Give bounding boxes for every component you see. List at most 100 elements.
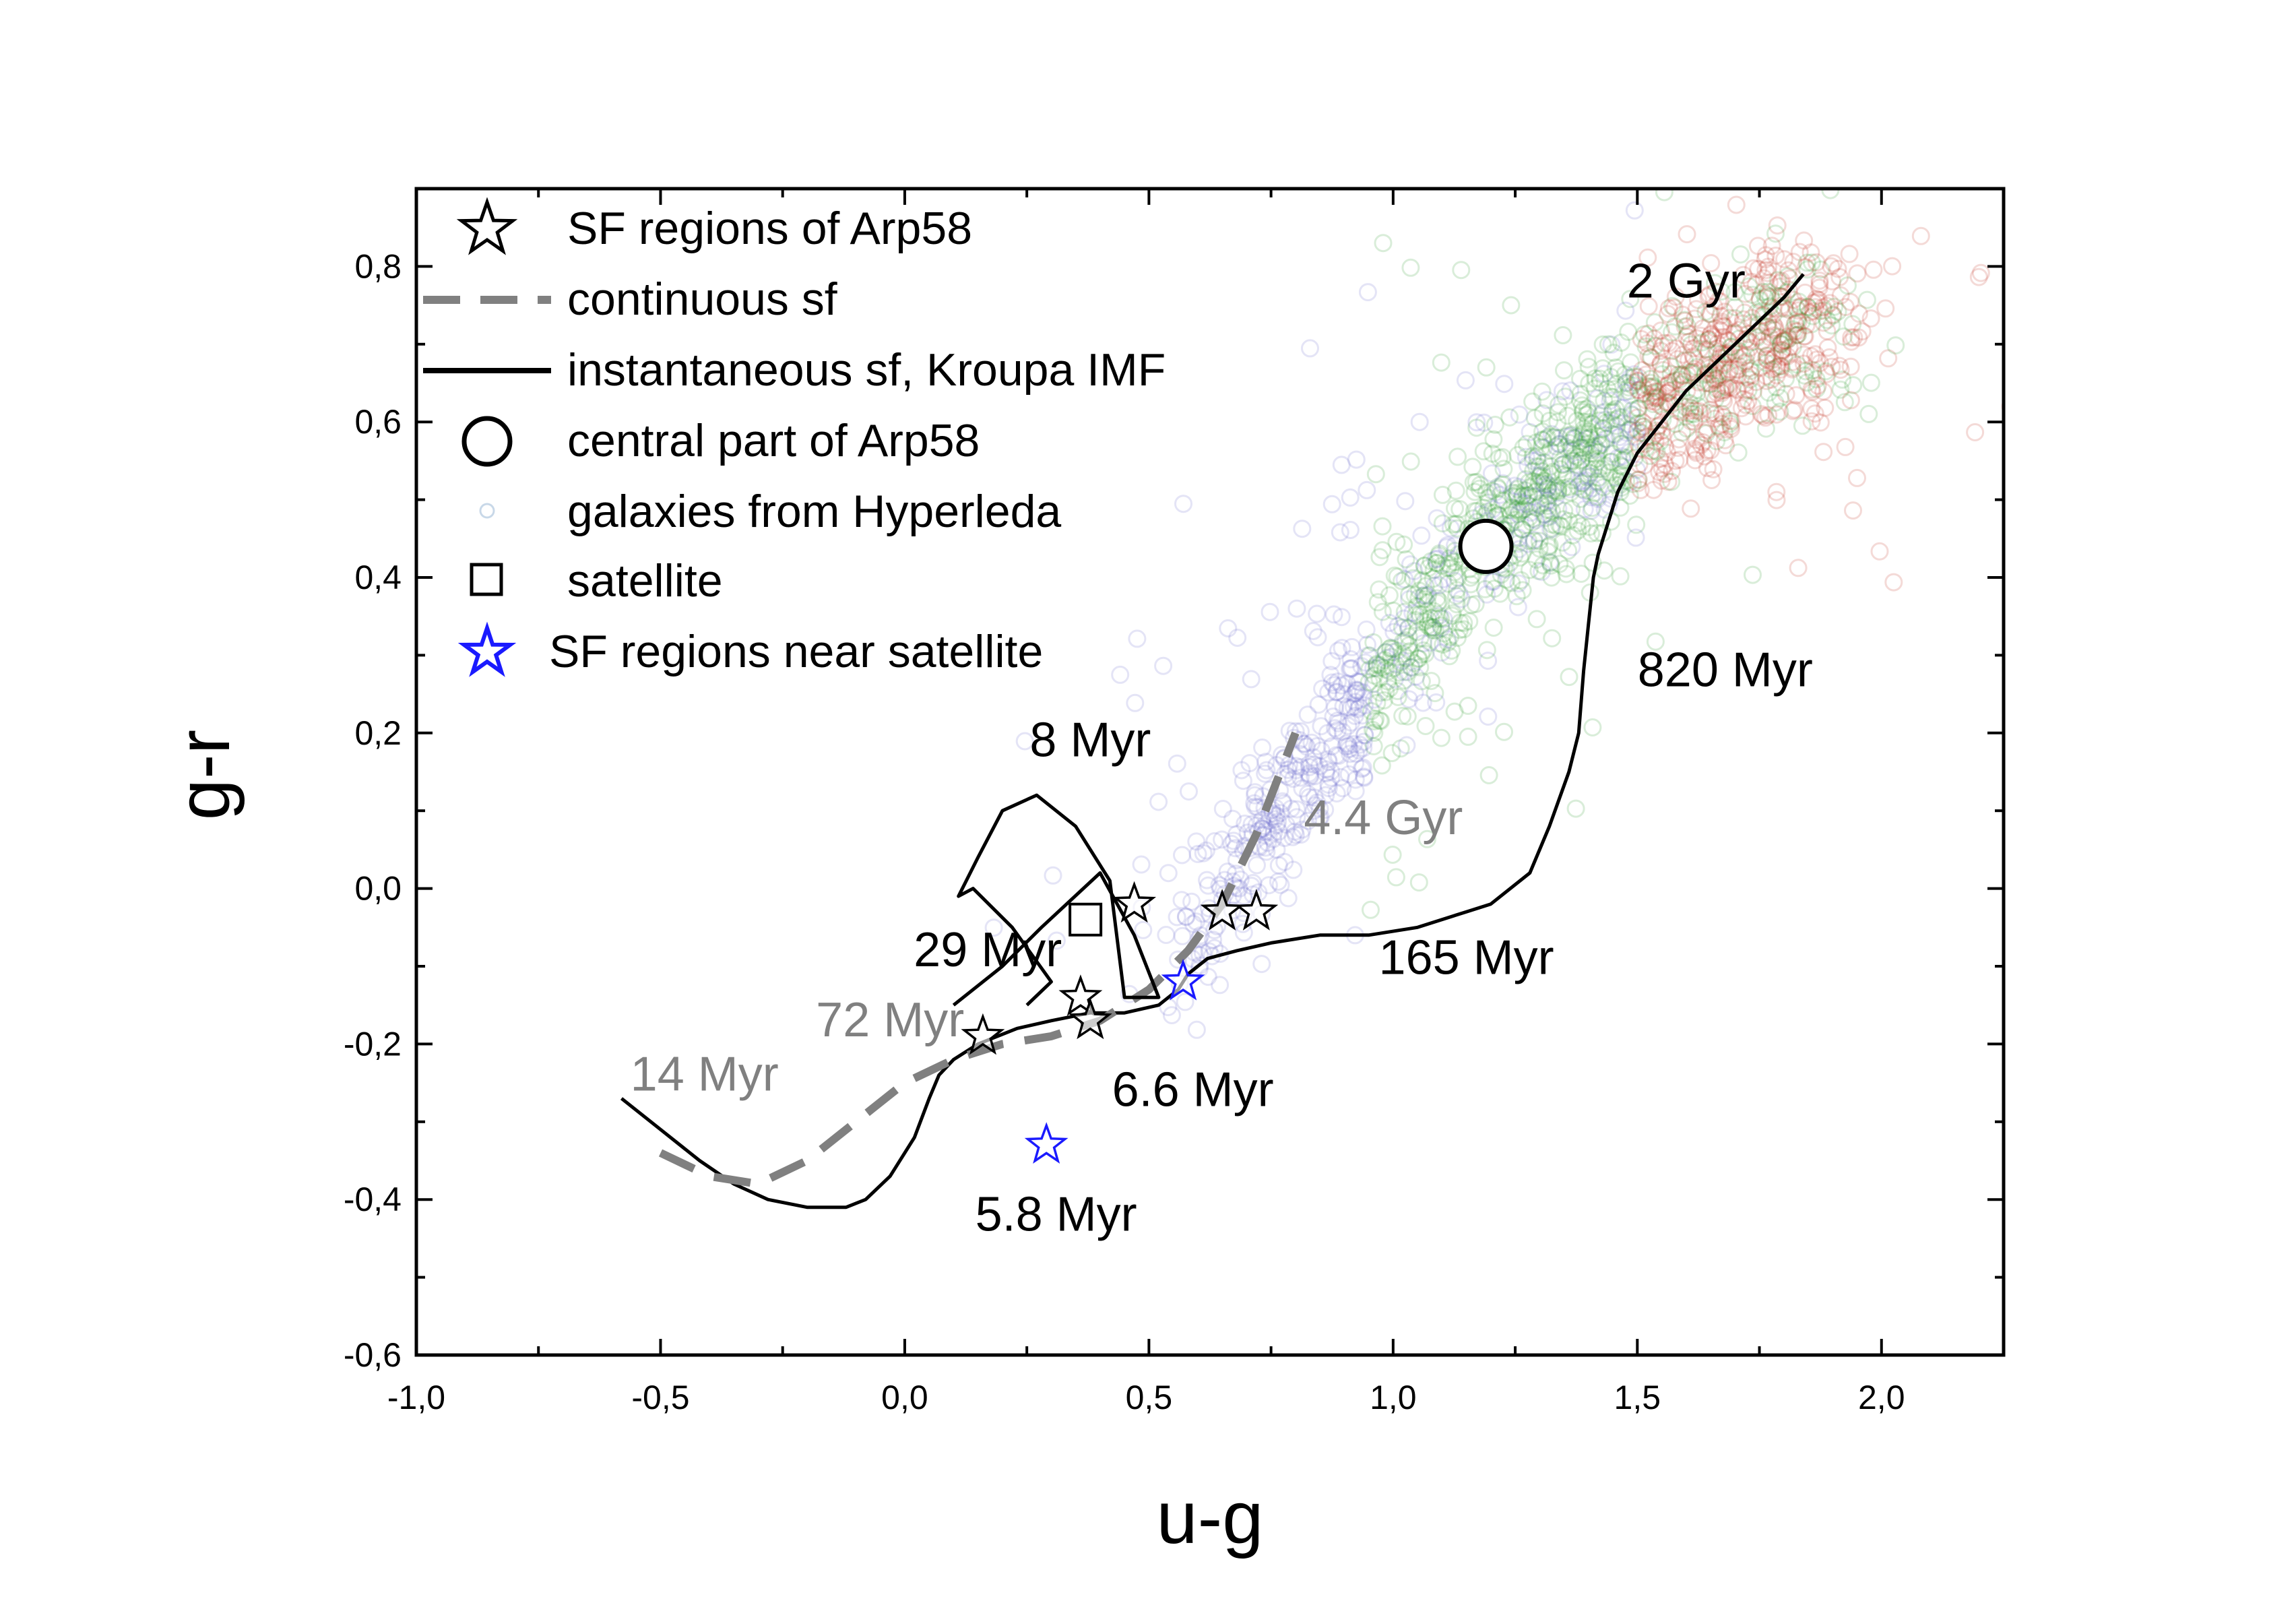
hyperleda-galaxy-point [1396, 631, 1415, 650]
hyperleda-galaxy-point [1771, 389, 1789, 407]
hyperleda-galaxy-point [1663, 462, 1682, 480]
hyperleda-galaxy-point [1430, 546, 1448, 565]
hyperleda-galaxy-point [1410, 412, 1429, 431]
hyperleda-galaxy-point [1687, 431, 1706, 449]
hyperleda-galaxy-point [1342, 713, 1361, 732]
hyperleda-galaxy-point [1759, 406, 1778, 425]
hyperleda-galaxy-point [1427, 693, 1446, 712]
hyperleda-galaxy-point [1527, 550, 1546, 569]
hyperleda-galaxy-point [1441, 627, 1460, 646]
hyperleda-galaxy-point [1419, 610, 1438, 629]
hyperleda-galaxy-point [1370, 580, 1389, 599]
x-tick-label: 0,5 [1126, 1379, 1173, 1416]
hyperleda-galaxy-point [1306, 767, 1324, 786]
hyperleda-galaxy-point [1670, 389, 1689, 408]
hyperleda-galaxy-point [1711, 307, 1730, 325]
hyperleda-galaxy-point [1651, 449, 1669, 468]
hyperleda-galaxy-point [1728, 381, 1747, 400]
hyperleda-galaxy-point [1694, 433, 1713, 451]
hyperleda-galaxy-point [1577, 405, 1596, 424]
hyperleda-galaxy-point [1804, 361, 1822, 380]
hyperleda-galaxy-point [1554, 326, 1572, 344]
hyperleda-galaxy-point [1267, 756, 1286, 774]
hyperleda-galaxy-point [1861, 309, 1880, 328]
hyperleda-galaxy-point [1561, 483, 1580, 502]
hyperleda-galaxy-point [1588, 389, 1607, 408]
hyperleda-galaxy-point [1335, 685, 1353, 703]
hyperleda-galaxy-point [1643, 428, 1662, 447]
hyperleda-galaxy-point [1802, 412, 1821, 431]
hyperleda-galaxy-point [1537, 493, 1556, 512]
hyperleda-galaxy-point [1256, 764, 1275, 783]
hyperleda-galaxy-point [1718, 364, 1737, 383]
hyperleda-galaxy-point [1368, 593, 1387, 612]
hyperleda-galaxy-point [1614, 451, 1632, 470]
hyperleda-galaxy-point [1292, 825, 1310, 844]
hyperleda-galaxy-point [1514, 495, 1533, 513]
hyperleda-galaxy-point [1764, 326, 1783, 345]
hyperleda-galaxy-point [1587, 472, 1605, 491]
hyperleda-galaxy-point [1234, 772, 1252, 790]
hyperleda-galaxy-point [1719, 363, 1738, 382]
hyperleda-galaxy-point [1661, 356, 1680, 375]
hyperleda-galaxy-point [1803, 382, 1822, 401]
hyperleda-galaxy-point [1911, 226, 1930, 245]
hyperleda-galaxy-point [1754, 269, 1773, 288]
hyperleda-galaxy-point [1700, 355, 1719, 374]
hyperleda-galaxy-point [1754, 338, 1773, 356]
hyperleda-galaxy-point [1820, 294, 1839, 313]
hyperleda-galaxy-point [1520, 497, 1539, 515]
hyperleda-galaxy-point [1198, 871, 1216, 889]
hyperleda-galaxy-point [1699, 363, 1718, 381]
hyperleda-galaxy-point [1386, 655, 1405, 674]
hyperleda-galaxy-point [1735, 354, 1754, 373]
hyperleda-galaxy-point [1549, 403, 1567, 422]
hyperleda-galaxy-point [1638, 334, 1657, 352]
sf-region-star [1234, 889, 1279, 931]
hyperleda-galaxy-point [1650, 416, 1669, 435]
hyperleda-galaxy-point [1764, 298, 1783, 317]
hyperleda-galaxy-point [1495, 722, 1513, 741]
hyperleda-galaxy-point [1818, 321, 1837, 340]
legend-label: SF regions of Arp58 [567, 203, 972, 254]
hyperleda-galaxy-point [1590, 437, 1609, 455]
hyperleda-galaxy-point [1670, 450, 1689, 469]
hyperleda-galaxy-point [1614, 398, 1632, 417]
hyperleda-galaxy-point [1651, 354, 1670, 373]
hyperleda-galaxy-point [1734, 348, 1752, 367]
hyperleda-galaxy-point [1244, 874, 1263, 892]
hyperleda-galaxy-point [1630, 439, 1649, 458]
hyperleda-galaxy-point [1533, 382, 1552, 401]
hyperleda-galaxy-point [1713, 389, 1732, 408]
hyperleda-galaxy-point [1554, 455, 1572, 474]
hyperleda-galaxy-point [1508, 487, 1527, 506]
hyperleda-galaxy-point [1842, 332, 1861, 351]
hyperleda-galaxy-point [1607, 410, 1626, 429]
hyperleda-galaxy-point [1284, 860, 1303, 879]
hyperleda-galaxy-point [1269, 813, 1287, 831]
hyperleda-galaxy-point [1647, 442, 1666, 461]
hyperleda-galaxy-point [1616, 301, 1635, 320]
hyperleda-galaxy-point [1572, 565, 1591, 583]
hyperleda-galaxy-point [1215, 871, 1234, 889]
hyperleda-galaxy-point [1322, 737, 1341, 756]
hyperleda-galaxy-point [1350, 672, 1369, 691]
hyperleda-galaxy-point [1564, 471, 1583, 490]
hyperleda-galaxy-point [1642, 387, 1661, 406]
hyperleda-galaxy-point [1364, 633, 1383, 652]
hyperleda-galaxy-point [1523, 451, 1542, 470]
hyperleda-galaxy-point [1565, 446, 1584, 465]
hyperleda-galaxy-point [1597, 430, 1616, 449]
hyperleda-galaxy-point [1015, 732, 1034, 751]
legend-entry-sf-regions-arp58: SF regions of Arp58 [456, 197, 972, 255]
hyperleda-galaxy-point [1789, 325, 1808, 344]
hyperleda-galaxy-point [1622, 353, 1640, 372]
hyperleda-galaxy-point [1601, 387, 1620, 406]
hyperleda-galaxy-point [1562, 538, 1581, 557]
hyperleda-galaxy-point [1595, 365, 1614, 383]
hyperleda-galaxy-point [1639, 297, 1658, 315]
hyperleda-galaxy-point [1512, 520, 1531, 538]
hyperleda-galaxy-point [1707, 404, 1725, 423]
hyperleda-galaxy-point [1319, 753, 1338, 772]
hyperleda-galaxy-point [1530, 458, 1549, 476]
